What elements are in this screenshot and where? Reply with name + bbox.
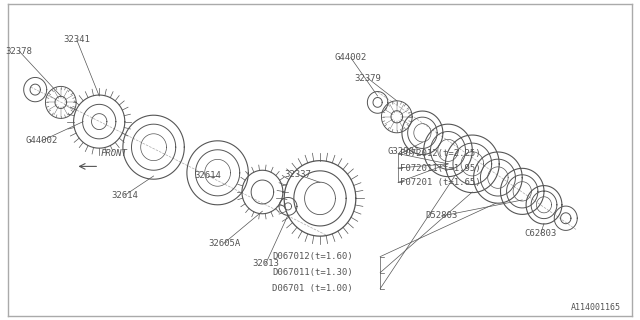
Text: A114001165: A114001165 bbox=[571, 303, 621, 312]
Text: D52803: D52803 bbox=[426, 212, 458, 220]
Text: D06701 (t=1.00): D06701 (t=1.00) bbox=[272, 284, 353, 293]
Text: F072011(t=1.95): F072011(t=1.95) bbox=[400, 164, 481, 172]
Text: D067011(t=1.30): D067011(t=1.30) bbox=[272, 268, 353, 277]
Text: G44002: G44002 bbox=[26, 136, 58, 145]
Text: G44002: G44002 bbox=[335, 53, 367, 62]
Text: 32614: 32614 bbox=[195, 172, 221, 180]
Text: 32341: 32341 bbox=[63, 36, 90, 44]
Text: F07201 (t=1.65): F07201 (t=1.65) bbox=[400, 178, 481, 187]
Text: D067012(t=1.60): D067012(t=1.60) bbox=[272, 252, 353, 261]
Text: F072012(t=2.25): F072012(t=2.25) bbox=[400, 149, 481, 158]
Text: 32613: 32613 bbox=[252, 260, 279, 268]
Text: 32605A: 32605A bbox=[208, 239, 240, 248]
Text: C62803: C62803 bbox=[525, 229, 557, 238]
Text: 32337: 32337 bbox=[284, 170, 311, 179]
Text: 32614: 32614 bbox=[111, 191, 138, 200]
Text: 32379: 32379 bbox=[355, 74, 381, 83]
Text: 32378: 32378 bbox=[6, 47, 33, 56]
Text: FRONT: FRONT bbox=[100, 149, 127, 158]
Text: G32901: G32901 bbox=[387, 148, 419, 156]
